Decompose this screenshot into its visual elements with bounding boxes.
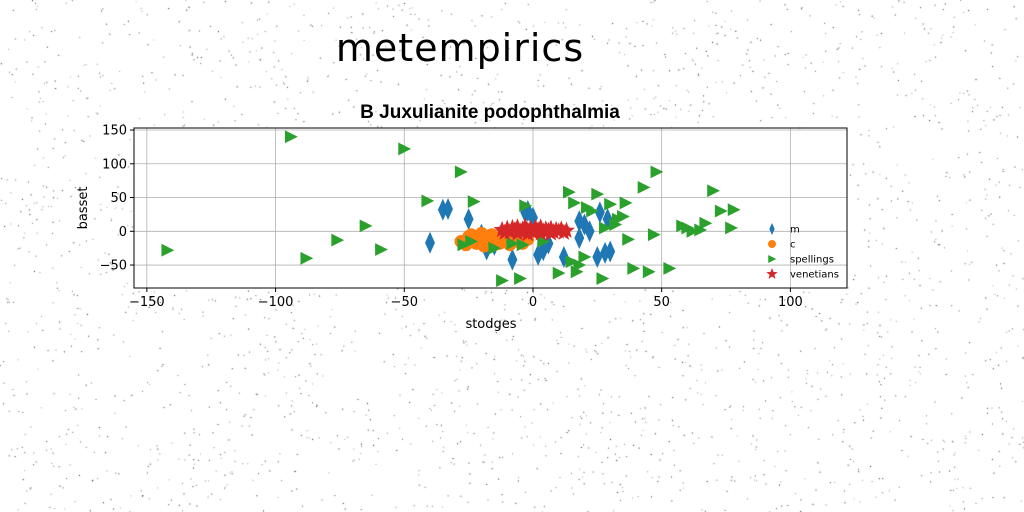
data-point-spellings (467, 195, 481, 208)
legend-label: spellings (790, 255, 834, 266)
data-point-m (574, 227, 585, 250)
x-tick-label: 0 (529, 295, 537, 310)
legend-label: venetians (790, 270, 839, 281)
data-marks (161, 130, 741, 287)
y-tick-label: −50 (100, 259, 127, 274)
legend-label: m (790, 225, 800, 236)
data-point-venetians (542, 224, 560, 241)
y-tick-label: 50 (110, 191, 127, 206)
data-point-spellings (596, 272, 610, 285)
y-tick-label: 0 (119, 225, 127, 240)
data-point-spellings (359, 219, 373, 233)
x-tick-label: −50 (391, 295, 418, 310)
data-point-spellings (565, 255, 579, 269)
data-point-m (425, 231, 435, 254)
data-point-spellings (663, 262, 677, 275)
data-point-spellings (599, 221, 612, 235)
data-point-m (574, 210, 585, 233)
data-point-spellings (586, 204, 599, 218)
data-point-spellings (488, 241, 502, 255)
x-tick-label: −100 (258, 295, 294, 310)
axis-ticks: −150 −100 −50 0 50 100 −50 0 50 100 150 (100, 124, 803, 310)
data-point-spellings (421, 194, 435, 208)
series-spellings (161, 130, 741, 287)
grid-lines (134, 128, 847, 288)
data-point-m (594, 201, 605, 224)
data-point-spellings (496, 274, 509, 287)
data-point-m (538, 239, 549, 262)
data-point-spellings (714, 204, 728, 218)
data-point-spellings (637, 181, 651, 194)
data-point-spellings (699, 216, 713, 230)
y-tick-label: 150 (102, 124, 127, 139)
data-point-spellings (622, 232, 636, 246)
data-point-spellings (331, 233, 345, 247)
legend-marker-c (768, 240, 776, 248)
data-point-spellings (537, 235, 551, 248)
data-point-spellings (725, 221, 738, 235)
data-point-spellings (627, 262, 641, 275)
data-point-spellings (568, 196, 581, 210)
data-point-spellings (161, 243, 175, 257)
data-point-spellings (686, 224, 700, 238)
plot-frame (133, 127, 848, 289)
chart-title: B Juxulianite podophthalmia (360, 102, 620, 123)
data-point-spellings (552, 266, 566, 280)
x-tick-label: 50 (653, 295, 670, 310)
data-point-venetians (493, 220, 511, 238)
data-point-spellings (727, 203, 741, 217)
data-point-m (543, 232, 554, 255)
data-point-spellings (647, 228, 661, 242)
data-point-spellings (642, 265, 656, 279)
data-point-m (463, 208, 474, 231)
legend-marker-spellings (768, 255, 777, 263)
data-point-spellings (591, 187, 605, 201)
data-point-spellings (694, 223, 708, 237)
data-point-venetians (557, 221, 575, 238)
data-point-spellings (578, 250, 592, 264)
data-point-spellings (617, 210, 630, 223)
legend-marker-m (769, 223, 775, 235)
data-point-spellings (650, 165, 664, 179)
data-point-m (528, 206, 538, 229)
data-point-m (592, 245, 603, 268)
data-point-spellings (285, 130, 298, 144)
data-point-m (507, 248, 518, 271)
data-point-spellings (375, 243, 388, 256)
data-point-spellings (573, 258, 587, 272)
legend-label: c (790, 240, 796, 251)
data-point-spellings (454, 165, 468, 179)
data-point-spellings (300, 251, 314, 265)
data-point-venetians (532, 224, 550, 241)
legend: mc spellings venetians (766, 223, 839, 281)
data-point-spellings (519, 199, 533, 213)
data-point-m (443, 198, 453, 221)
data-point-spellings (619, 196, 633, 210)
data-point-m (584, 220, 595, 243)
x-tick-label: 100 (778, 295, 803, 310)
data-point-spellings (465, 235, 478, 248)
x-tick-label: −150 (129, 295, 165, 310)
data-point-venetians (509, 224, 527, 241)
data-point-spellings (457, 238, 471, 252)
data-point-m (605, 240, 616, 263)
data-point-spellings (707, 184, 720, 198)
y-axis-label: basset (76, 187, 91, 230)
y-tick-label: 100 (102, 157, 127, 172)
x-axis-label: stodges (465, 317, 516, 332)
data-point-spellings (398, 142, 412, 156)
data-point-spellings (514, 272, 527, 285)
data-point-venetians (496, 223, 514, 240)
data-point-spellings (563, 185, 576, 199)
data-point-spellings (516, 238, 530, 252)
series-venetians (493, 217, 575, 242)
legend-marker-venetians (766, 268, 778, 279)
figure-suptitle: metempirics (335, 26, 585, 70)
data-point-spellings (506, 237, 520, 250)
data-point-venetians (519, 225, 537, 242)
data-point-spellings (604, 197, 617, 211)
data-point-m (558, 245, 569, 268)
